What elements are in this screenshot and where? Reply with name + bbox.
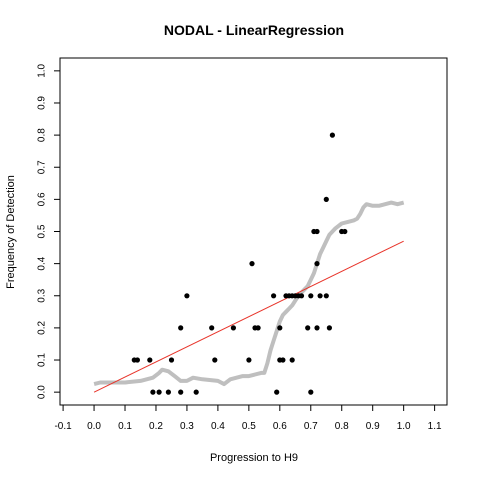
data-point [298, 293, 305, 299]
data-point [134, 357, 140, 363]
x-tick-label: 0.4 [211, 421, 225, 432]
y-tick-label: 0.1 [37, 353, 48, 367]
running-mean-layer [93, 200, 405, 387]
data-point [178, 389, 184, 395]
x-tick-label: 0.3 [180, 421, 194, 432]
y-tick-label: 0.7 [37, 160, 48, 174]
running-mean-line [93, 200, 405, 387]
data-point [308, 389, 314, 395]
y-tick-label: 0.0 [37, 385, 48, 399]
data-point [212, 357, 218, 363]
data-point [342, 228, 348, 235]
data-point [246, 357, 252, 363]
data-point [308, 293, 314, 299]
data-point [165, 389, 171, 395]
data-point [326, 325, 332, 331]
y-tick-label: 0.5 [37, 224, 48, 238]
data-point [156, 389, 162, 395]
data-point [150, 389, 156, 395]
y-axis-label: Frequency of Detection [5, 175, 17, 289]
data-point [314, 228, 320, 235]
y-tick-label: 0.3 [37, 288, 48, 302]
x-tick-label: 0.0 [87, 421, 101, 432]
y-tick-label: 0.2 [37, 321, 48, 335]
chart-title: NODAL - LinearRegression [164, 22, 344, 38]
data-point [184, 293, 190, 299]
x-tick-label: 0.1 [118, 421, 132, 432]
data-point [168, 357, 175, 363]
data-point [280, 357, 286, 363]
data-point [317, 293, 323, 299]
data-point [274, 389, 280, 395]
x-tick-label: -0.1 [54, 421, 72, 432]
y-axis: 0.0 0.1 0.2 0.3 0.4 0.5 0.6 0.7 0.8 0.9 1.0 [37, 63, 60, 399]
x-tick-label: 0.6 [273, 421, 287, 432]
data-point [193, 389, 199, 395]
x-tick-label: 1.1 [428, 421, 442, 432]
points-layer [131, 132, 348, 395]
x-tick-label: 0.5 [242, 421, 256, 432]
data-point [209, 325, 215, 331]
data-point [329, 132, 335, 138]
data-point [277, 325, 283, 331]
x-tick-label: 0.9 [366, 421, 380, 432]
y-tick-label: 1.0 [37, 63, 48, 77]
data-point [314, 325, 320, 331]
y-tick-label: 0.8 [37, 128, 48, 142]
data-point [249, 261, 255, 267]
data-point [289, 357, 295, 363]
regression-layer [93, 240, 404, 393]
x-tick-label: 1.0 [397, 421, 411, 432]
y-tick-label: 0.9 [37, 96, 48, 110]
data-point [147, 357, 153, 363]
plot-frame [59, 57, 448, 406]
regression-line [93, 240, 404, 393]
y-tick-label: 0.4 [37, 256, 48, 270]
data-point [323, 293, 329, 299]
y-tick-label: 0.6 [37, 192, 48, 206]
x-axis-label: Progression to H9 [210, 452, 298, 464]
data-point [255, 325, 261, 331]
x-tick-label: 0.7 [304, 421, 318, 432]
data-point [271, 293, 277, 299]
data-point [314, 261, 320, 267]
data-point [178, 325, 184, 331]
x-tick-label: 0.2 [149, 421, 163, 432]
x-axis: -0.1 0.0 0.1 0.2 0.3 0.4 0.5 0.6 0.7 0.8 0.9 1.0 1.1 [54, 405, 442, 432]
data-point [230, 325, 236, 331]
x-tick-label: 0.8 [335, 421, 349, 432]
data-point [305, 325, 311, 331]
data-point [323, 196, 329, 202]
